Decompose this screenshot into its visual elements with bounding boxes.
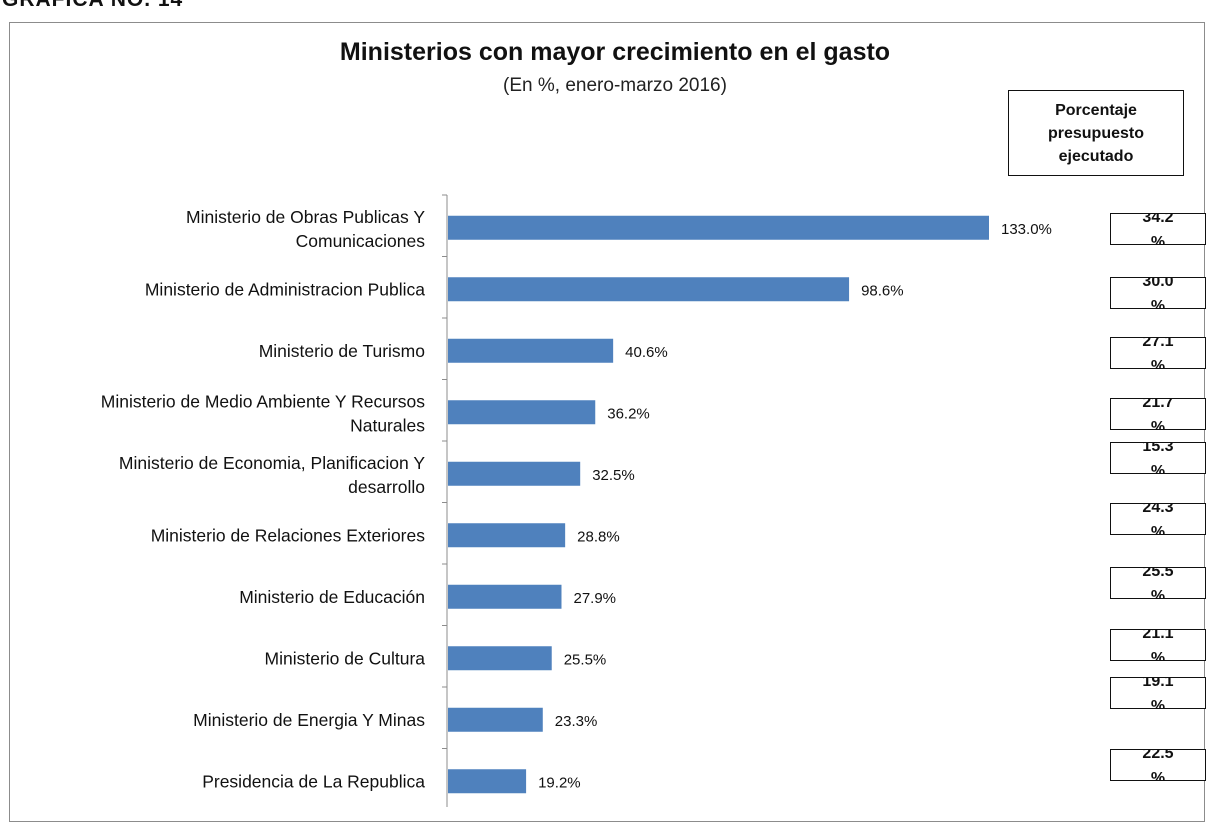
bar [448, 584, 562, 609]
category-label-line: Ministerio de Educación [239, 587, 425, 607]
bar-value-label: 25.5% [564, 651, 607, 668]
category-label: Ministerio de Educación [239, 587, 425, 607]
category-label-line: Naturales [350, 415, 425, 435]
bar-value-label: 32.5% [592, 467, 635, 484]
executed-budget-box: 34.2% [1110, 213, 1206, 245]
category-label-line: Ministerio de Energia Y Minas [193, 710, 425, 730]
bar-value-label: 133.0% [1001, 221, 1052, 238]
chart-title: Ministerios con mayor crecimiento en el … [339, 38, 891, 66]
figure-number-heading: GRÁFICA NO. 14 [2, 0, 183, 12]
executed-budget-box: 24.3% [1110, 503, 1206, 535]
category-label: Ministerio de Obras Publicas Y Comunicaci… [186, 207, 425, 251]
category-label: Ministerio de Energia Y Minas [193, 710, 425, 730]
category-label-line: Ministerio de Obras Publicas Y [186, 207, 425, 227]
category-label: Ministerio de Relaciones Exteriores [151, 525, 426, 545]
bar-value-label: 23.3% [555, 713, 598, 730]
executed-budget-value: 34.2% [1142, 213, 1174, 245]
bar-value-label: 27.9% [573, 590, 616, 607]
executed-budget-box: 30.0% [1110, 277, 1206, 309]
executed-budget-value: 19.1% [1142, 677, 1174, 709]
bar [448, 461, 581, 486]
executed-budget-value: 25.5% [1142, 567, 1174, 599]
category-label: Ministerio de Administracion Publica [145, 279, 425, 299]
category-label: Ministerio de Turismo [259, 341, 425, 361]
category-label-line: Ministerio de Cultura [265, 648, 426, 668]
chart-subtitle: (En %, enero-marzo 2016) [503, 75, 727, 96]
category-label: Ministerio de Economia, Planificacion Y d… [119, 453, 425, 497]
executed-budget-box: 27.1% [1110, 337, 1206, 369]
executed-budget-box: 19.1% [1110, 677, 1206, 709]
bar [448, 277, 850, 302]
executed-budget-value: 24.3% [1142, 503, 1174, 535]
executed-budget-value: 27.1% [1142, 337, 1174, 369]
bar [448, 215, 989, 240]
bar-value-label: 19.2% [538, 774, 581, 791]
category-label: Ministerio de Medio Ambiente Y Recursos N… [101, 391, 425, 435]
bar [448, 338, 614, 363]
executed-budget-box: 21.7% [1110, 398, 1206, 430]
executed-budget-box: 21.1% [1110, 629, 1206, 661]
executed-budget-value: 21.1% [1142, 629, 1174, 661]
executed-budget-value: 15.3% [1142, 442, 1174, 474]
bar-value-label: 36.2% [607, 405, 650, 422]
category-label-line: Presidencia de La Republica [202, 771, 425, 791]
bar [448, 707, 543, 732]
category-label-line: desarrollo [348, 477, 425, 497]
bar-value-label: 40.6% [625, 344, 668, 361]
bar [448, 769, 527, 794]
category-label-line: Ministerio de Relaciones Exteriores [151, 525, 426, 545]
category-label-line: Ministerio de Administracion Publica [145, 279, 425, 299]
bar [448, 646, 552, 671]
executed-budget-box: 22.5% [1110, 749, 1206, 781]
bar [448, 400, 596, 425]
bar-value-label: 98.6% [861, 282, 904, 299]
category-label-line: Ministerio de Turismo [259, 341, 425, 361]
category-label-line: Comunicaciones [296, 231, 426, 251]
executed-budget-box: 15.3% [1110, 442, 1206, 474]
executed-budget-header: Porcentaje presupuesto ejecutado [1008, 90, 1184, 176]
category-label: Ministerio de Cultura [265, 648, 426, 668]
executed-budget-value: 21.7% [1142, 398, 1174, 430]
executed-budget-value: 22.5% [1142, 749, 1174, 781]
executed-budget-value: 30.0% [1142, 277, 1174, 309]
category-label-line: Ministerio de Economia, Planificacion Y [119, 453, 425, 473]
category-label: Presidencia de La Republica [202, 771, 425, 791]
category-label-line: Ministerio de Medio Ambiente Y Recursos [101, 391, 425, 411]
bar-value-label: 28.8% [577, 528, 620, 545]
executed-budget-box: 25.5% [1110, 567, 1206, 599]
bar [448, 523, 566, 548]
